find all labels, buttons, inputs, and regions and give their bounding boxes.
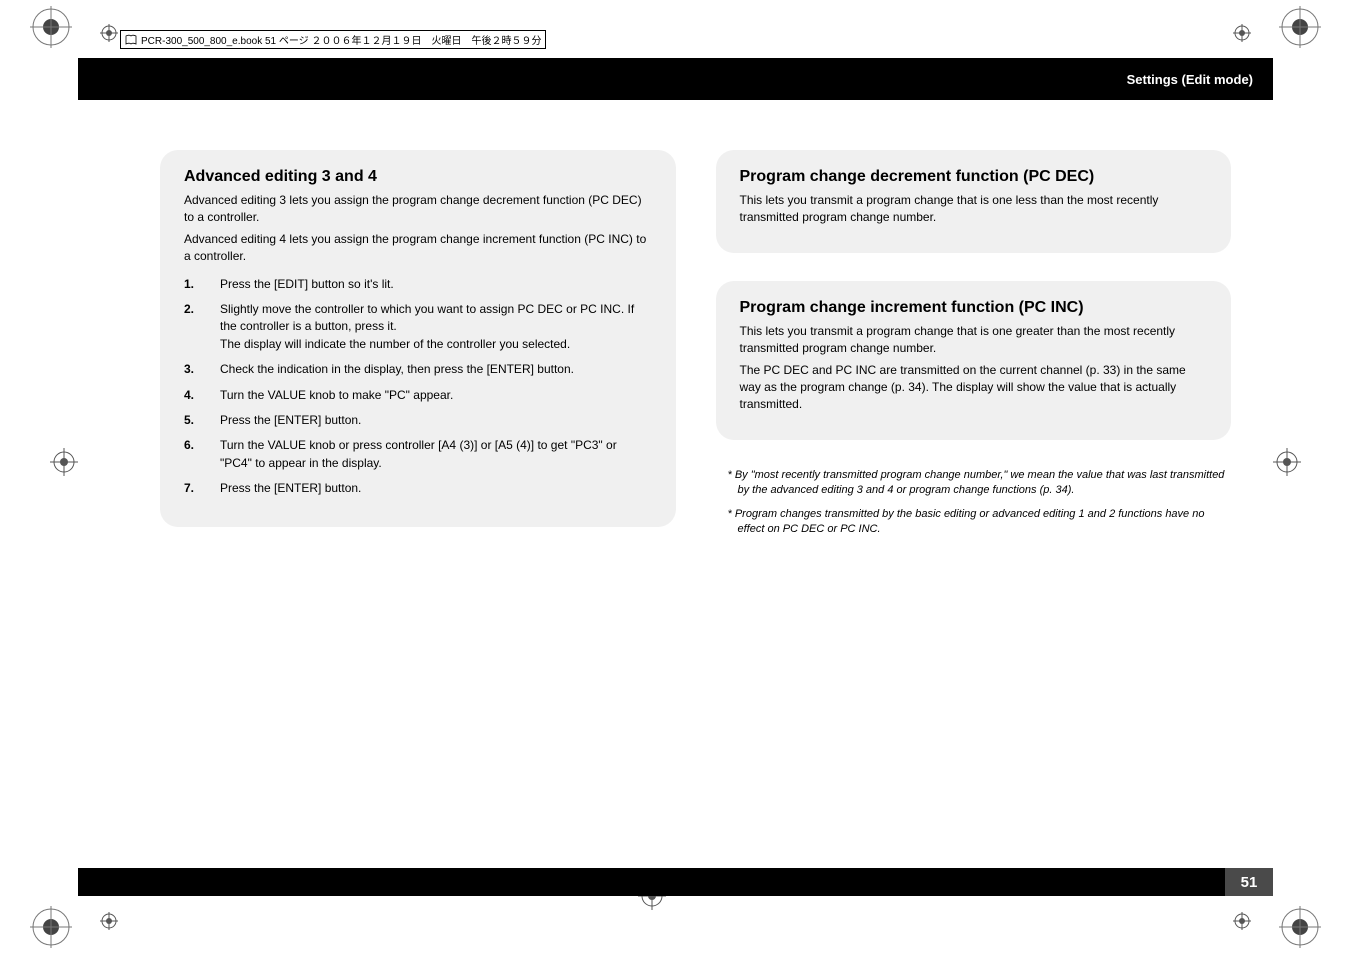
file-info-bar: PCR-300_500_800_e.book 51 ページ ２００６年１２月１９… <box>120 30 546 49</box>
pc-inc-body2: The PC DEC and PC INC are transmitted on… <box>740 362 1208 414</box>
step-item: 5. Press the [ENTER] button. <box>184 412 652 429</box>
step-number: 7. <box>184 480 204 497</box>
header-title: Settings (Edit mode) <box>1127 72 1253 87</box>
step-line: Turn the VALUE knob or press controller … <box>220 437 652 472</box>
pc-inc-box: Program change increment function (PC IN… <box>716 281 1232 440</box>
step-line: Press the [ENTER] button. <box>220 412 652 429</box>
advanced-editing-intro1: Advanced editing 3 lets you assign the p… <box>184 192 652 227</box>
step-number: 4. <box>184 387 204 404</box>
advanced-editing-title: Advanced editing 3 and 4 <box>184 168 652 186</box>
step-item: 7. Press the [ENTER] button. <box>184 480 652 497</box>
crop-mark-inner-tl <box>100 24 118 42</box>
advanced-editing-intro2: Advanced editing 4 lets you assign the p… <box>184 231 652 266</box>
step-item: 3. Check the indication in the display, t… <box>184 361 652 378</box>
header-bar: Settings (Edit mode) <box>78 58 1273 100</box>
step-number: 1. <box>184 276 204 293</box>
pc-dec-body: This lets you transmit a program change … <box>740 192 1208 227</box>
pc-inc-title: Program change increment function (PC IN… <box>740 299 1208 317</box>
crop-mark-inner-br <box>1233 912 1251 930</box>
step-body: Press the [ENTER] button. <box>220 480 652 497</box>
step-line: Turn the VALUE knob to make "PC" appear. <box>220 387 652 404</box>
footnotes: * By "most recently transmitted program … <box>716 468 1232 538</box>
step-line: Press the [EDIT] button so it's lit. <box>220 276 652 293</box>
step-line: Press the [ENTER] button. <box>220 480 652 497</box>
step-item: 4. Turn the VALUE knob to make "PC" appea… <box>184 387 652 404</box>
crop-mark-mid-right <box>1273 448 1301 476</box>
right-column: Program change decrement function (PC DE… <box>716 150 1232 555</box>
step-body: Press the [EDIT] button so it's lit. <box>220 276 652 293</box>
book-icon <box>125 34 137 46</box>
step-line: The display will indicate the number of … <box>220 336 652 353</box>
step-item: 2. Slightly move the controller to which … <box>184 301 652 353</box>
step-line: Slightly move the controller to which yo… <box>220 301 652 336</box>
step-number: 6. <box>184 437 204 472</box>
pc-dec-box: Program change decrement function (PC DE… <box>716 150 1232 253</box>
file-info-text: PCR-300_500_800_e.book 51 ページ ２００６年１２月１９… <box>141 32 541 47</box>
crop-mark-inner-tr <box>1233 24 1251 42</box>
step-number: 3. <box>184 361 204 378</box>
step-number: 5. <box>184 412 204 429</box>
step-item: 6. Turn the VALUE knob or press controlle… <box>184 437 652 472</box>
left-column: Advanced editing 3 and 4 Advanced editin… <box>160 150 676 555</box>
content-area: Advanced editing 3 and 4 Advanced editin… <box>160 150 1231 555</box>
crop-mark-bottom-left <box>30 906 72 948</box>
pc-dec-title: Program change decrement function (PC DE… <box>740 168 1208 186</box>
crop-mark-top-left <box>30 6 72 48</box>
step-item: 1. Press the [EDIT] button so it's lit. <box>184 276 652 293</box>
step-body: Press the [ENTER] button. <box>220 412 652 429</box>
step-number: 2. <box>184 301 204 353</box>
crop-mark-bottom-right <box>1279 906 1321 948</box>
step-body: Check the indication in the display, the… <box>220 361 652 378</box>
page-number: 51 <box>1225 868 1273 896</box>
step-body: Turn the VALUE knob or press controller … <box>220 437 652 472</box>
step-line: Check the indication in the display, the… <box>220 361 652 378</box>
footer-bar: 51 <box>78 868 1273 896</box>
footnote: * Program changes transmitted by the bas… <box>728 507 1232 538</box>
crop-mark-inner-bl <box>100 912 118 930</box>
steps-list: 1. Press the [EDIT] button so it's lit. 2.… <box>184 276 652 498</box>
crop-mark-top-right <box>1279 6 1321 48</box>
step-body: Turn the VALUE knob to make "PC" appear. <box>220 387 652 404</box>
advanced-editing-box: Advanced editing 3 and 4 Advanced editin… <box>160 150 676 527</box>
crop-mark-mid-left <box>50 448 78 476</box>
step-body: Slightly move the controller to which yo… <box>220 301 652 353</box>
footnote: * By "most recently transmitted program … <box>728 468 1232 499</box>
pc-inc-body1: This lets you transmit a program change … <box>740 323 1208 358</box>
